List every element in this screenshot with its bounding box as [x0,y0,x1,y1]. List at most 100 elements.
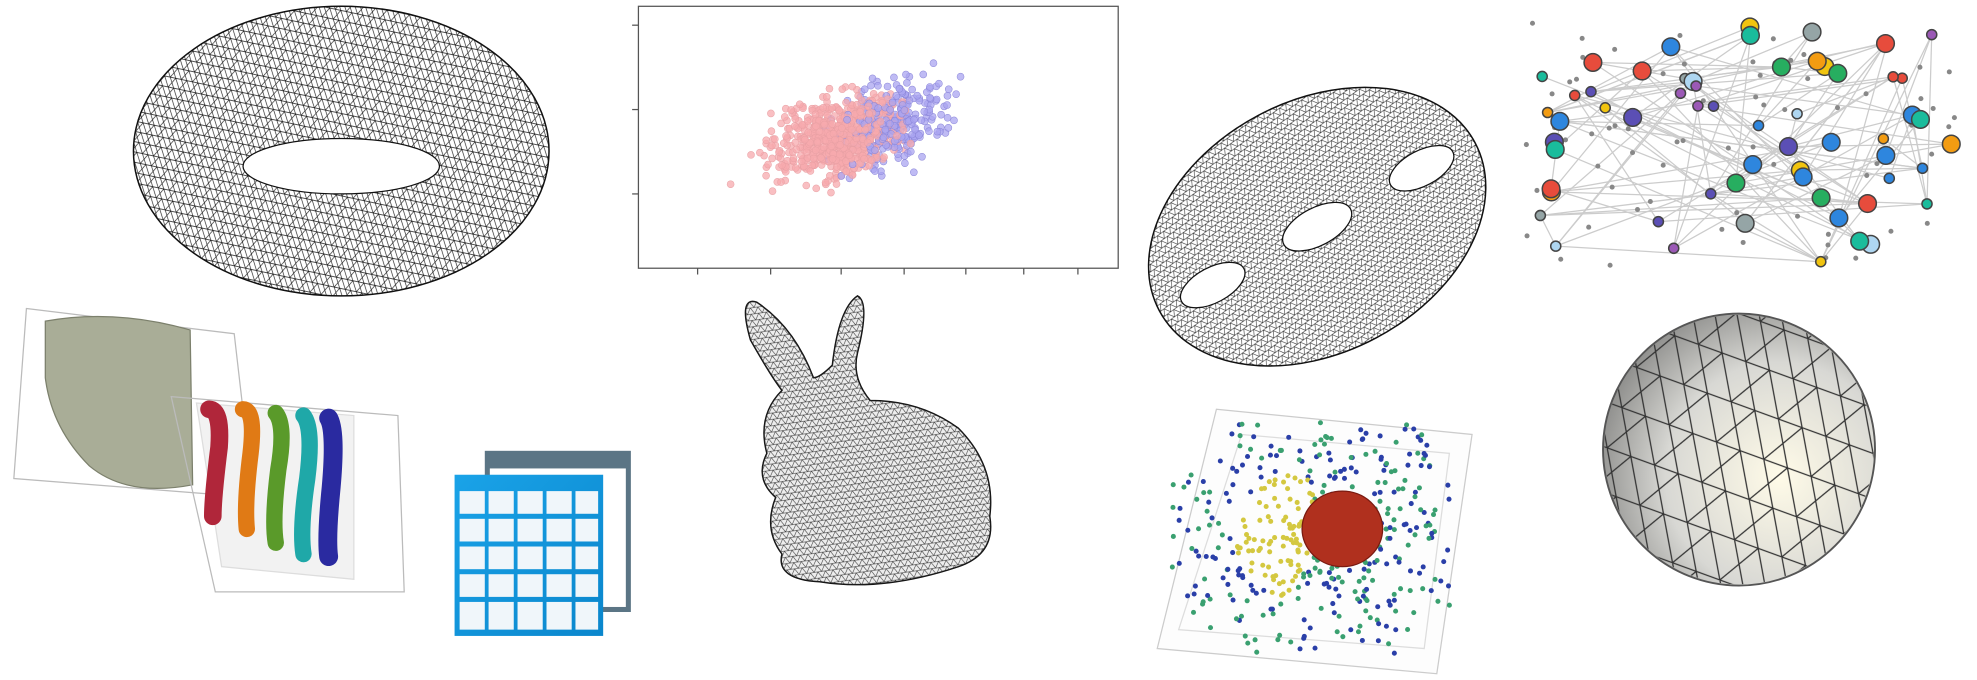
point [764,161,771,168]
point [950,117,957,124]
particle [1408,588,1413,593]
particle [1252,537,1257,542]
point [909,86,916,93]
particle [1392,651,1397,656]
particle [1368,615,1373,620]
particle [1246,548,1251,553]
node [1691,81,1701,91]
particle [1411,610,1416,615]
particle [1354,469,1359,474]
particle [1378,490,1383,495]
node [1624,109,1642,127]
dot [1929,152,1934,157]
particle [1302,634,1307,639]
particle [1250,588,1255,593]
node [1792,109,1802,119]
particle [1418,507,1423,512]
particle [1393,609,1398,614]
point [769,188,776,195]
particle [1256,548,1261,553]
point [798,158,805,165]
particle [1194,549,1199,554]
particle [1370,578,1375,583]
particle [1426,536,1431,541]
point [828,104,835,111]
point [861,86,868,93]
dot [1801,52,1806,57]
edge [1839,42,1888,218]
particle [1406,543,1411,548]
particle [1366,568,1371,573]
particle [1270,590,1275,595]
particle [1313,566,1318,571]
particle [1266,514,1271,519]
particle [1340,634,1345,639]
dot [1805,76,1810,81]
particle [1327,570,1332,575]
point [945,86,952,93]
particle [1446,497,1451,502]
particle [1178,506,1183,511]
dot [1589,131,1594,136]
particle [1405,463,1410,468]
particle [1318,569,1323,574]
point [839,86,846,93]
particle [1305,581,1310,586]
node [1803,23,1821,41]
particle [1313,646,1318,651]
particle [1269,444,1274,449]
point [820,144,827,151]
particle [1237,443,1242,448]
point [844,116,851,123]
particle [1272,482,1277,487]
dot [1612,47,1617,52]
dot [1661,71,1666,76]
dot [1608,263,1613,268]
point [935,80,942,87]
dot [1681,138,1686,143]
point [862,126,869,133]
point [814,139,821,146]
core [1302,491,1383,567]
node [1675,88,1685,98]
point [756,149,763,156]
particle [1402,478,1407,483]
node [1736,215,1754,233]
node [1742,27,1760,45]
particle [1227,499,1232,504]
point [805,129,812,136]
particle [1196,554,1201,559]
point [788,106,795,113]
particle [1210,554,1215,559]
particle [1377,499,1382,504]
dot [1626,126,1631,131]
point [867,82,874,89]
edge [1745,223,1821,261]
point [796,101,803,108]
particle [1307,573,1312,578]
point [833,163,840,170]
particle [1277,633,1282,638]
particle [1396,486,1401,491]
point [868,157,875,164]
particle [1243,634,1248,639]
particle [1360,638,1365,643]
particle [1364,587,1369,592]
particle [1286,435,1291,440]
node [1709,101,1719,111]
point [827,189,834,196]
point [953,91,960,98]
point [781,113,788,120]
node [1551,113,1569,131]
particle [1441,559,1446,564]
particle [1419,463,1424,468]
point [944,114,951,121]
particle [1361,575,1366,580]
particle [1261,613,1266,618]
particle [1268,519,1273,524]
point [871,147,878,154]
particle [1309,480,1314,485]
particle [1400,486,1405,491]
particle [1170,565,1175,570]
particle [1296,569,1301,574]
